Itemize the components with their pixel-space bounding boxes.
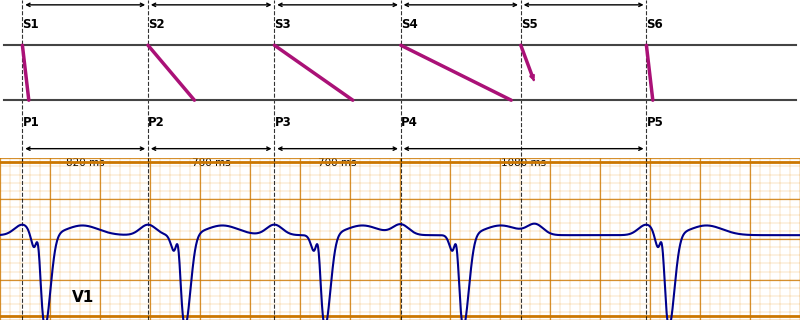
- Text: S4: S4: [401, 18, 418, 31]
- Text: P4: P4: [401, 116, 418, 129]
- Text: 780 ms: 780 ms: [192, 158, 230, 168]
- Text: 820 ms: 820 ms: [66, 158, 105, 168]
- Text: S1: S1: [22, 18, 39, 31]
- Text: 700 ms: 700 ms: [318, 158, 357, 168]
- Text: S5: S5: [521, 18, 538, 31]
- Text: S2: S2: [148, 18, 165, 31]
- Text: S3: S3: [274, 18, 291, 31]
- Text: P3: P3: [274, 116, 291, 129]
- Text: 1080 ms: 1080 ms: [501, 158, 546, 168]
- Text: S6: S6: [646, 18, 663, 31]
- Text: P5: P5: [646, 116, 663, 129]
- Text: V1: V1: [72, 290, 94, 305]
- Text: P1: P1: [22, 116, 39, 129]
- Text: P2: P2: [148, 116, 165, 129]
